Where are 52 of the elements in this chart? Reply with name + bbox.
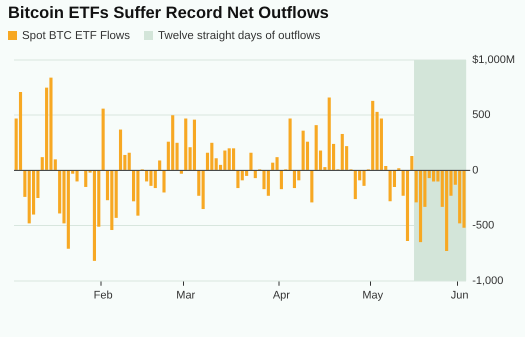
bar bbox=[184, 118, 188, 170]
bar bbox=[92, 170, 96, 261]
bar bbox=[49, 78, 53, 170]
y-tick-label: $1,000M bbox=[472, 54, 516, 66]
bar bbox=[371, 100, 374, 170]
legend-label: Spot BTC ETF Flows bbox=[21, 30, 130, 42]
bar bbox=[388, 170, 392, 202]
x-tick-label: May bbox=[362, 289, 384, 302]
bar bbox=[266, 170, 270, 196]
y-tick-label: 500 bbox=[472, 109, 491, 122]
bar bbox=[328, 98, 331, 170]
bar bbox=[228, 148, 231, 170]
x-tick-label: Apr bbox=[272, 289, 290, 302]
bar bbox=[162, 170, 166, 192]
bar bbox=[171, 115, 174, 170]
bar bbox=[149, 170, 153, 186]
x-tick-label: Jun bbox=[450, 289, 469, 302]
bar bbox=[136, 170, 140, 216]
bar bbox=[275, 157, 279, 170]
bar bbox=[280, 170, 283, 190]
chart-title: Bitcoin ETFs Suffer Record Net Outflows bbox=[8, 4, 329, 23]
bar bbox=[154, 170, 157, 188]
bar bbox=[340, 134, 344, 170]
bar bbox=[406, 170, 410, 242]
bar bbox=[302, 130, 305, 170]
y-tick-label: 0 bbox=[472, 164, 478, 176]
bar bbox=[128, 152, 131, 170]
text: Twelve straight days of outflows bbox=[157, 30, 320, 42]
bar bbox=[254, 170, 257, 178]
y-tick-label: -1,000 bbox=[472, 274, 504, 287]
bar bbox=[110, 170, 114, 230]
bar bbox=[310, 170, 314, 202]
bar bbox=[362, 170, 366, 186]
bar bbox=[292, 170, 296, 188]
x-tick-label: Feb bbox=[94, 289, 113, 302]
bar bbox=[18, 92, 22, 170]
bar bbox=[75, 170, 79, 182]
bar bbox=[418, 170, 422, 242]
bar bbox=[118, 130, 122, 170]
bar bbox=[314, 125, 318, 170]
bar bbox=[158, 160, 162, 170]
bar bbox=[210, 142, 214, 170]
bar bbox=[192, 120, 196, 170]
bar bbox=[249, 152, 253, 170]
bar bbox=[462, 170, 466, 228]
bar bbox=[102, 108, 105, 170]
bar bbox=[84, 170, 88, 187]
bar bbox=[354, 170, 357, 200]
bar bbox=[28, 170, 31, 224]
x-tick-label: Mar bbox=[176, 289, 196, 302]
bar bbox=[410, 156, 414, 170]
y-tick-label: -500 bbox=[472, 220, 494, 232]
